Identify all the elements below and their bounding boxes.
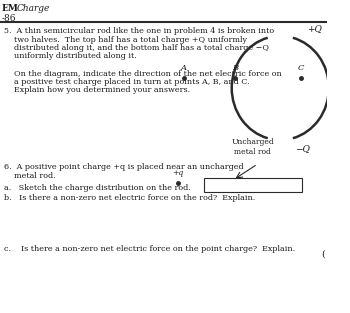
- Text: (: (: [321, 250, 325, 259]
- Text: B: B: [232, 64, 238, 72]
- Text: uniformly distributed along it.: uniformly distributed along it.: [4, 53, 136, 60]
- Text: EM: EM: [2, 4, 19, 13]
- Text: On the diagram, indicate the direction of the net electric force on: On the diagram, indicate the direction o…: [4, 69, 281, 78]
- Bar: [204, 178, 302, 192]
- Text: +q: +q: [172, 169, 183, 177]
- Text: C: C: [298, 64, 304, 72]
- Text: c.    Is there a non-zero net electric force on the point charge?  Explain.: c. Is there a non-zero net electric forc…: [4, 245, 295, 253]
- Text: 6.  A positive point charge +q is placed near an uncharged: 6. A positive point charge +q is placed …: [4, 163, 243, 171]
- Text: -86: -86: [2, 14, 16, 23]
- Text: −Q: −Q: [295, 144, 310, 153]
- Text: metal rod.: metal rod.: [4, 172, 55, 179]
- Text: b.   Is there a non-zero net electric force on the rod?  Explain.: b. Is there a non-zero net electric forc…: [4, 194, 255, 203]
- Text: a.   Sketch the charge distribution on the rod.: a. Sketch the charge distribution on the…: [4, 184, 190, 192]
- Text: A: A: [181, 64, 187, 72]
- Text: Uncharged
metal rod: Uncharged metal rod: [231, 138, 274, 156]
- Text: Charge: Charge: [17, 4, 50, 13]
- Text: a positive test charge placed in turn at points A, B, and C.: a positive test charge placed in turn at…: [4, 78, 249, 86]
- Text: +Q: +Q: [307, 24, 322, 33]
- Text: 5.  A thin semicircular rod like the one in problem 4 is broken into: 5. A thin semicircular rod like the one …: [4, 27, 274, 35]
- Text: two halves.  The top half has a total charge +Q uniformly: two halves. The top half has a total cha…: [4, 35, 247, 44]
- Text: distributed along it, and the bottom half has a total charge −Q: distributed along it, and the bottom hal…: [4, 44, 269, 52]
- Text: Explain how you determined your answers.: Explain how you determined your answers.: [4, 86, 190, 95]
